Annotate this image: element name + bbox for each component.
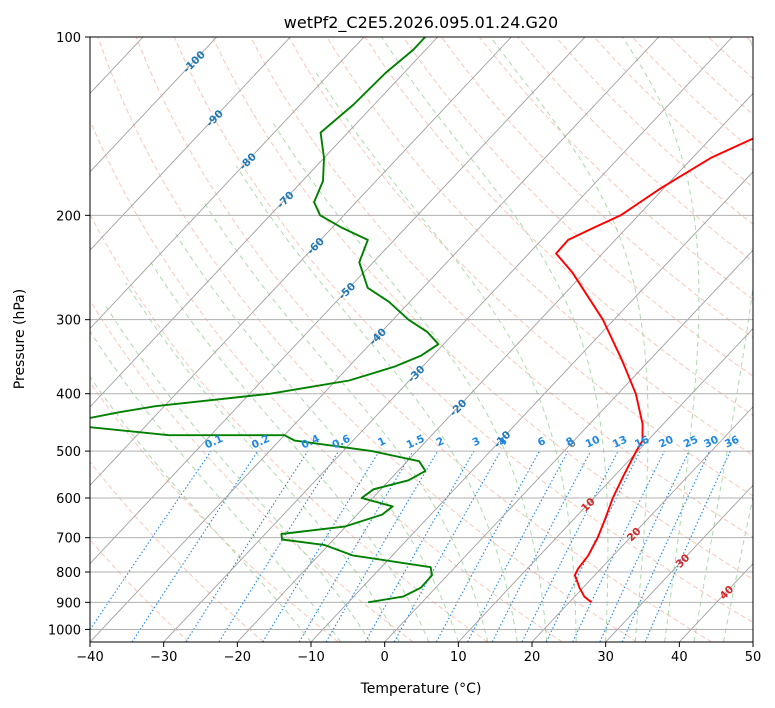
x-tick-label: 30: [597, 650, 614, 665]
mixing-ratio-line: [298, 450, 414, 642]
x-tick-label: 10: [450, 650, 467, 665]
isotherm-line: [237, 92, 753, 642]
moist-adiabat: [175, 233, 459, 642]
mixing-ratio-label: 2: [434, 435, 446, 449]
mixing-ratio-line: [90, 450, 212, 631]
mixing-ratio-line: [521, 450, 619, 642]
mixing-ratio-label: 4: [497, 435, 509, 449]
mixing-ratio-line: [572, 450, 665, 642]
mixing-ratio-line: [467, 450, 569, 642]
isotherm-line: [90, 37, 512, 486]
mixing-ratio-line: [621, 450, 711, 642]
y-tick-label: 400: [56, 388, 81, 403]
isotherm-line: [90, 37, 291, 251]
mixing-ratio-label: 8: [564, 435, 576, 449]
isotherm-line: [310, 171, 753, 642]
y-tick-label: 900: [56, 596, 81, 611]
mixing-ratio-label: 10: [584, 434, 602, 451]
moist-adiabat: [150, 262, 430, 642]
dry-adiabat: [211, 37, 753, 581]
moist-adiabat: [90, 330, 341, 642]
moist-adiabat: [621, 37, 700, 642]
x-tick-label: 0: [381, 650, 389, 665]
dry-adiabat: [440, 37, 753, 339]
dry-adiabat: [90, 461, 264, 642]
x-axis: −40 −30 −20 −10 0 10 20 30 40 50: [76, 642, 761, 665]
moist-adiabat: [125, 282, 400, 642]
dry-adiabat: [402, 37, 753, 377]
dry-adiabat: [288, 37, 753, 497]
isotherms: [90, 37, 753, 642]
x-tick-label: −40: [76, 650, 103, 665]
mixing-ratio-label: 13: [611, 434, 629, 451]
y-tick-label: 200: [56, 209, 81, 224]
mixing-ratio-label: 6: [536, 435, 548, 449]
y-tick-label: 600: [56, 492, 81, 507]
dry-adiabat: [173, 37, 753, 624]
y-tick-label: 700: [56, 532, 81, 547]
mixing-ratio-line: [218, 450, 340, 642]
mixing-ratio-label: 16: [633, 434, 651, 451]
isotherm-line: [90, 37, 365, 330]
moist-adiabat: [273, 123, 548, 642]
isotherm-line: [458, 327, 753, 642]
isotherm-line: [90, 37, 218, 173]
temperature-trace: [555, 137, 753, 604]
mixing-ratio-label: 3: [471, 435, 483, 449]
dry-adiabat: [90, 213, 488, 642]
isotherm-line: [90, 37, 586, 565]
x-tick-label: 50: [745, 650, 762, 665]
mixing-ratio-line: [131, 450, 259, 642]
mixing-ratio-label: 1: [376, 435, 388, 449]
dry-adiabat: [135, 37, 712, 642]
mixing-ratio-label: 30: [702, 434, 720, 451]
x-tick-label: 40: [671, 650, 688, 665]
mixing-ratio-label: 25: [682, 434, 700, 451]
mixing-ratio-line: [599, 450, 690, 642]
dry-adiabat: [326, 37, 753, 457]
plot-area: -100-90-80-70-60-50-40-30-20-10 010203040…: [90, 37, 753, 642]
chart-title: wetPf2_C2E5.2026.095.01.24.G20: [284, 13, 558, 33]
pressure-gridlines: [90, 37, 753, 630]
isotherm-line: [605, 484, 753, 642]
mixing-ratio-line: [491, 450, 592, 642]
y-tick-label: 800: [56, 566, 81, 581]
mixing-ratio-label: 20: [657, 434, 675, 451]
sounding-series: [90, 37, 753, 604]
dry-adiabat: [97, 37, 638, 642]
x-tick-label: 20: [524, 650, 541, 665]
dewpoint-trace: [90, 37, 440, 604]
x-axis-title: Temperature (°C): [360, 681, 482, 697]
x-tick-label: −30: [150, 650, 177, 665]
mixing-ratio-label: 36: [723, 434, 741, 451]
y-tick-label: 100: [56, 31, 81, 46]
dry-adiabat: [90, 539, 190, 642]
moist-adiabat: [235, 165, 518, 642]
plot-frame: [89, 36, 754, 643]
dry-adiabat: [90, 119, 563, 642]
mixing-ratio-line: [325, 450, 439, 642]
moist-adiabat: [381, 37, 609, 642]
mixing-ratio-line: [435, 450, 540, 642]
moist-adiabat: [105, 306, 371, 642]
x-tick-label: −20: [224, 650, 251, 665]
isotherm-line: [90, 37, 660, 642]
x-tick-label: −10: [297, 650, 324, 665]
y-axis: 100 200 300 400 500 600 700 800 900 1000: [48, 31, 90, 638]
y-axis-title: Pressure (hPa): [12, 289, 28, 389]
isotherm-line: [531, 406, 753, 642]
moist-adiabat: [693, 37, 753, 642]
y-tick-label: 1000: [48, 623, 81, 638]
isotherm-line: [384, 249, 753, 642]
mixing-ratio-line: [545, 450, 641, 642]
mixing-ratio-line: [185, 450, 309, 642]
moist-adiabat: [203, 201, 489, 642]
isotherm-line: [163, 37, 733, 642]
y-tick-label: 300: [56, 314, 81, 329]
y-tick-label: 500: [56, 445, 81, 460]
isotherm-line: [90, 37, 439, 408]
moist-adiabat: [90, 375, 312, 642]
